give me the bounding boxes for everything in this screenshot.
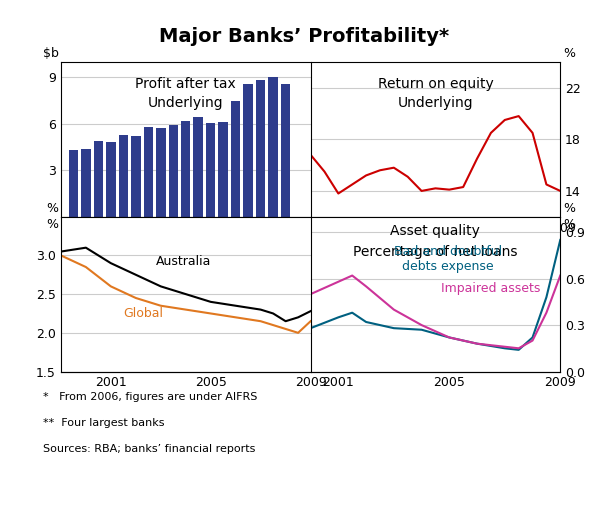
Text: %: %	[46, 202, 58, 215]
Bar	[269, 76, 278, 217]
Bar	[244, 84, 253, 217]
Text: Underlying: Underlying	[398, 96, 473, 110]
Text: Percentage of net loans: Percentage of net loans	[353, 245, 518, 259]
Bar	[256, 80, 266, 217]
Bar	[281, 84, 290, 217]
Text: Impaired assets: Impaired assets	[441, 282, 540, 295]
Text: %: %	[563, 47, 575, 60]
Text: %: %	[563, 218, 575, 231]
Text: Asset quality: Asset quality	[390, 224, 481, 238]
Bar	[144, 127, 153, 217]
Bar	[206, 123, 216, 217]
Text: Major Banks’ Profitability*: Major Banks’ Profitability*	[160, 27, 449, 45]
Text: Bad and doubtful
debts expense: Bad and doubtful debts expense	[394, 245, 502, 272]
Text: %: %	[563, 202, 575, 215]
Text: Global: Global	[123, 307, 163, 319]
Text: Return on equity: Return on equity	[378, 77, 493, 91]
Bar	[94, 141, 103, 217]
Bar	[231, 101, 241, 217]
Text: Sources: RBA; banks’ financial reports: Sources: RBA; banks’ financial reports	[43, 444, 255, 454]
Text: **  Four largest banks: ** Four largest banks	[43, 418, 164, 428]
Text: Australia: Australia	[156, 255, 211, 268]
Bar	[219, 121, 228, 217]
Bar	[181, 121, 191, 217]
Text: %: %	[46, 218, 58, 231]
Bar	[194, 117, 203, 217]
Text: $b: $b	[43, 47, 58, 60]
Bar	[81, 149, 91, 217]
Text: Underlying: Underlying	[148, 96, 224, 110]
Bar	[156, 127, 166, 217]
Bar	[106, 142, 116, 217]
Text: Profit after tax: Profit after tax	[135, 77, 236, 91]
Text: *   From 2006, figures are under AIFRS: * From 2006, figures are under AIFRS	[43, 392, 257, 402]
Bar	[119, 135, 128, 217]
Bar	[131, 136, 141, 217]
Bar	[69, 150, 78, 217]
Bar	[169, 124, 178, 217]
